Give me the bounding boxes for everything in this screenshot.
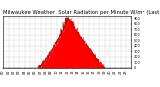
Text: Milwaukee Weather  Solar Radiation per Minute W/m² (Last 24 Hours): Milwaukee Weather Solar Radiation per Mi…	[3, 10, 160, 15]
